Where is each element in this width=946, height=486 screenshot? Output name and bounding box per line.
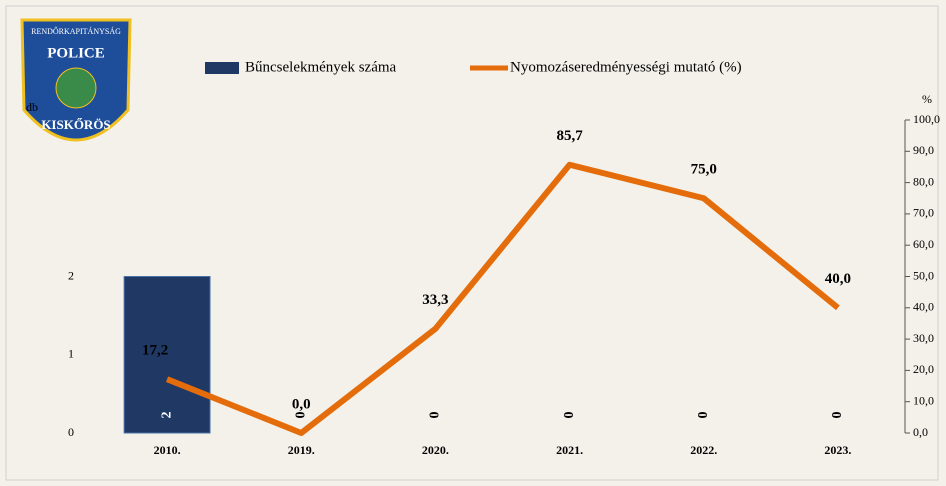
badge-city: KISKŐRÖS [41,117,110,132]
y2-tick-label: 50,0 [913,268,934,282]
line-value-label: 75,0 [691,162,717,178]
x-tick-label: 2019. [288,443,315,457]
x-tick-label: 2010. [154,443,181,457]
line-value-label: 40,0 [825,271,851,287]
y2-axis-unit: % [922,92,932,106]
badge-emblem [56,68,96,108]
chart: RENDŐRKAPITÁNYSÁG POLICE KISKŐRÖS db % 0… [0,0,946,486]
y2-tick-label: 20,0 [913,362,934,376]
y-tick-label: 0 [68,425,74,439]
x-tick-label: 2022. [690,443,717,457]
y2-tick-label: 80,0 [913,174,934,188]
y2-tick-label: 100,0 [913,112,940,126]
bar-value-label: 0 [293,412,308,419]
y2-tick-label: 60,0 [913,237,934,251]
line-value-label: 17,2 [142,343,168,359]
legend-label: Nyomozáseredményességi mutató (%) [510,59,742,75]
legend-swatch [205,62,239,74]
y2-tick-label: 30,0 [913,331,934,345]
y2-tick-label: 90,0 [913,143,934,157]
line-value-label: 85,7 [556,128,583,144]
line-value-label: 0,0 [292,396,311,412]
badge-ring-text: RENDŐRKAPITÁNYSÁG [31,26,121,36]
y-tick-label: 2 [68,268,74,282]
y2-tick-label: 40,0 [913,300,934,314]
bar-value-label: 0 [696,412,711,419]
x-tick-label: 2020. [422,443,449,457]
bar-value-label: 0 [830,412,845,419]
legend-label: Bűncselekmények száma [245,59,397,75]
bar-value-label: 0 [562,412,577,419]
bar-value-label: 0 [428,412,443,419]
line-value-label: 33,3 [422,292,448,308]
logo: RENDŐRKAPITÁNYSÁG POLICE KISKŐRÖS [22,20,130,140]
badge-text: POLICE [47,45,105,61]
y2-tick-label: 0,0 [913,425,928,439]
x-tick-label: 2023. [824,443,851,457]
y-tick-label: 1 [68,347,74,361]
y2-tick-label: 10,0 [913,393,934,407]
y2-tick-label: 70,0 [913,206,934,220]
y-axis-unit: db [26,100,38,114]
x-tick-label: 2021. [556,443,583,457]
bar-value-label: 2 [159,412,174,419]
